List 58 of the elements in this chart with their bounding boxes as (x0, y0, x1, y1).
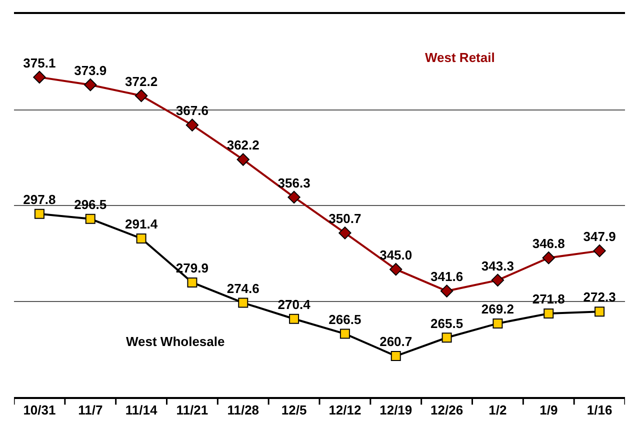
x-tick-label: 10/31 (23, 402, 56, 418)
x-tick-label: 1/2 (488, 402, 507, 418)
point (492, 318, 503, 328)
x-tick-label: 1/16 (586, 402, 612, 418)
point (544, 308, 554, 319)
x-tick-label: 11/28 (227, 402, 260, 418)
data-label: 362.2 (226, 138, 260, 153)
data-label: 356.3 (278, 175, 310, 190)
text: West Retail (425, 50, 495, 65)
point (34, 208, 44, 219)
point (33, 70, 46, 84)
data-label: 375.1 (23, 55, 56, 70)
x-tick-label: 12/19 (380, 402, 412, 418)
data-label: 297.8 (23, 192, 56, 208)
point (491, 274, 504, 287)
data-label: 266.5 (328, 312, 362, 327)
data-label: 373.9 (74, 62, 107, 78)
data-label: 260.7 (380, 334, 412, 350)
point (187, 277, 198, 288)
data-label: 350.7 (328, 211, 362, 226)
point (338, 226, 352, 240)
x-tick-label: 11/7 (78, 402, 103, 418)
point (236, 153, 250, 166)
point (594, 306, 605, 317)
point (390, 351, 401, 362)
x-tick-label: 12/26 (430, 402, 464, 418)
data-label: 272.3 (583, 290, 616, 305)
data-label: 347.9 (583, 228, 616, 244)
data-label: 343.3 (481, 258, 514, 274)
point (542, 251, 555, 264)
point (288, 190, 300, 204)
point (85, 214, 96, 224)
data-label: 265.5 (430, 316, 464, 331)
point (238, 298, 248, 308)
data-label: 279.9 (176, 260, 208, 276)
data-label: 274.6 (226, 280, 260, 296)
data-label: 372.2 (125, 74, 158, 89)
data-label: 269.2 (481, 302, 514, 317)
text: West Wholesale (126, 334, 225, 349)
point (390, 262, 402, 276)
point (134, 89, 148, 102)
x-tick-label: 11/14 (125, 402, 158, 418)
point (84, 78, 97, 92)
point (593, 244, 606, 258)
data-label: 345.0 (380, 247, 412, 262)
x-tick-label: 12/5 (281, 402, 307, 418)
point (289, 314, 300, 324)
data-label: 346.8 (532, 236, 565, 251)
data-label: 291.4 (125, 216, 158, 232)
point (136, 233, 146, 244)
x-tick-label: 1/9 (540, 402, 558, 418)
x-tick-label: 11/21 (176, 402, 208, 418)
x-tick-label: 12/12 (328, 402, 362, 418)
point (442, 332, 452, 343)
point (186, 118, 199, 132)
point (440, 284, 454, 298)
data-label: 341.6 (430, 269, 464, 284)
point (340, 328, 350, 339)
